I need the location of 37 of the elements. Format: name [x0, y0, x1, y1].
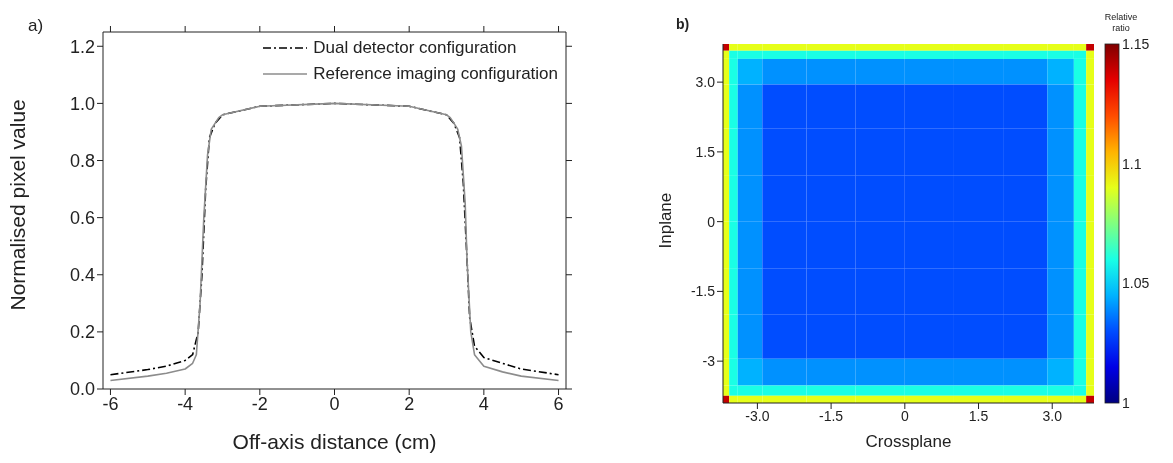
color-bar-label: 1 — [1122, 394, 1130, 411]
color-bar-title: Relative ratio — [1103, 12, 1139, 34]
y-tick-label: -3 — [702, 353, 716, 370]
y-tick-label: 0.6 — [69, 208, 95, 229]
x-tick-label: -4 — [177, 393, 194, 414]
y-tick-label: 1.5 — [695, 143, 716, 160]
color-bar-label: 1.05 — [1122, 275, 1150, 292]
y-tick-label: 3.0 — [695, 74, 716, 91]
x-tick-label: 6 — [553, 393, 564, 414]
y-tick-label: 1.0 — [69, 93, 95, 114]
x-tick-label: 2 — [404, 393, 415, 414]
legend-label: Dual detector configuration — [313, 38, 517, 58]
x-axis-title: Off-axis distance (cm) — [232, 430, 437, 453]
x-tick-label: 4 — [478, 393, 489, 414]
color-bar-label: 1.1 — [1122, 155, 1142, 172]
y-tick-label: 0.2 — [69, 322, 95, 343]
x-tick-label: -2 — [251, 393, 268, 414]
y-tick-label: 0.8 — [69, 150, 95, 171]
x-tick-label: -1.5 — [819, 407, 844, 424]
y-tick-label: -1.5 — [690, 283, 716, 300]
text: a) — [28, 16, 44, 36]
y-tick-label: 1.2 — [69, 36, 95, 57]
x-tick-label: 3.0 — [1042, 407, 1063, 424]
x-tick-label: -6 — [102, 393, 119, 414]
y-tick-label: 0 — [707, 213, 716, 230]
y-axis-title: Normalised pixel value — [6, 99, 30, 311]
x-tick-label: 1.5 — [968, 407, 989, 424]
y-tick-label: 0.0 — [69, 379, 95, 400]
color-bar-label: 1.15 — [1122, 35, 1150, 52]
x-tick-label: 0 — [900, 407, 909, 424]
text: b) — [676, 16, 690, 32]
legend-label: Reference imaging configuration — [313, 64, 558, 84]
x-tick-label: -3.0 — [745, 407, 770, 424]
y-tick-label: 0.4 — [69, 265, 95, 286]
x-axis-title: Crossplane — [865, 432, 952, 451]
y-axis-title: Inplane — [656, 192, 676, 249]
x-tick-label: 0 — [329, 393, 340, 414]
